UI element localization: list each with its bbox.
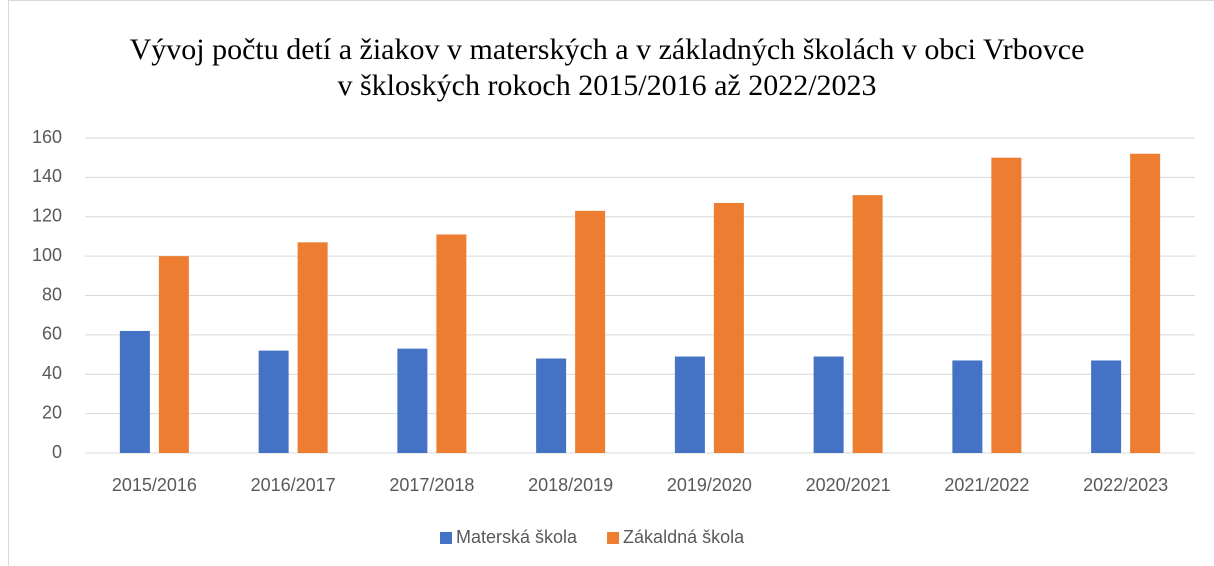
y-tick-label: 40 — [42, 363, 62, 383]
x-tick-label: 2019/2020 — [667, 475, 752, 495]
bar — [952, 360, 983, 453]
bar — [436, 234, 467, 453]
bar — [674, 356, 705, 453]
y-tick-label: 20 — [42, 402, 62, 422]
y-tick-label: 100 — [32, 245, 62, 265]
x-tick-label: 2015/2016 — [112, 475, 197, 495]
legend-swatch — [607, 532, 620, 544]
y-tick-label: 140 — [32, 166, 62, 186]
x-tick-label: 2021/2022 — [944, 475, 1029, 495]
x-tick-label: 2017/2018 — [389, 475, 474, 495]
bar — [119, 330, 150, 453]
chart-title: Vývoj počtu detí a žiakov v materských a… — [129, 33, 1085, 102]
x-tick-label: 2018/2019 — [528, 475, 613, 495]
bar — [575, 210, 606, 453]
x-tick-label: 2022/2023 — [1083, 475, 1168, 495]
bar — [158, 256, 189, 453]
bar — [297, 242, 328, 453]
y-tick-label: 120 — [32, 206, 62, 226]
y-tick-label: 160 — [32, 127, 62, 147]
bar — [813, 356, 844, 453]
legend-label: Materská škola — [456, 527, 578, 547]
bar — [397, 348, 428, 453]
x-tick-label: 2016/2017 — [251, 475, 336, 495]
y-tick-label: 0 — [52, 442, 62, 462]
chart-border — [8, 0, 1214, 566]
legend-swatch — [440, 532, 452, 544]
bar — [852, 195, 883, 453]
bar — [258, 350, 289, 453]
legend-label: Zákaldná škola — [623, 527, 745, 547]
bar — [991, 157, 1022, 453]
bar — [713, 202, 744, 453]
y-tick-label: 60 — [42, 324, 62, 344]
bar — [1091, 360, 1122, 453]
y-tick-label: 80 — [42, 284, 62, 304]
bar — [536, 358, 567, 453]
x-tick-label: 2020/2021 — [806, 475, 891, 495]
bar — [1130, 153, 1161, 453]
